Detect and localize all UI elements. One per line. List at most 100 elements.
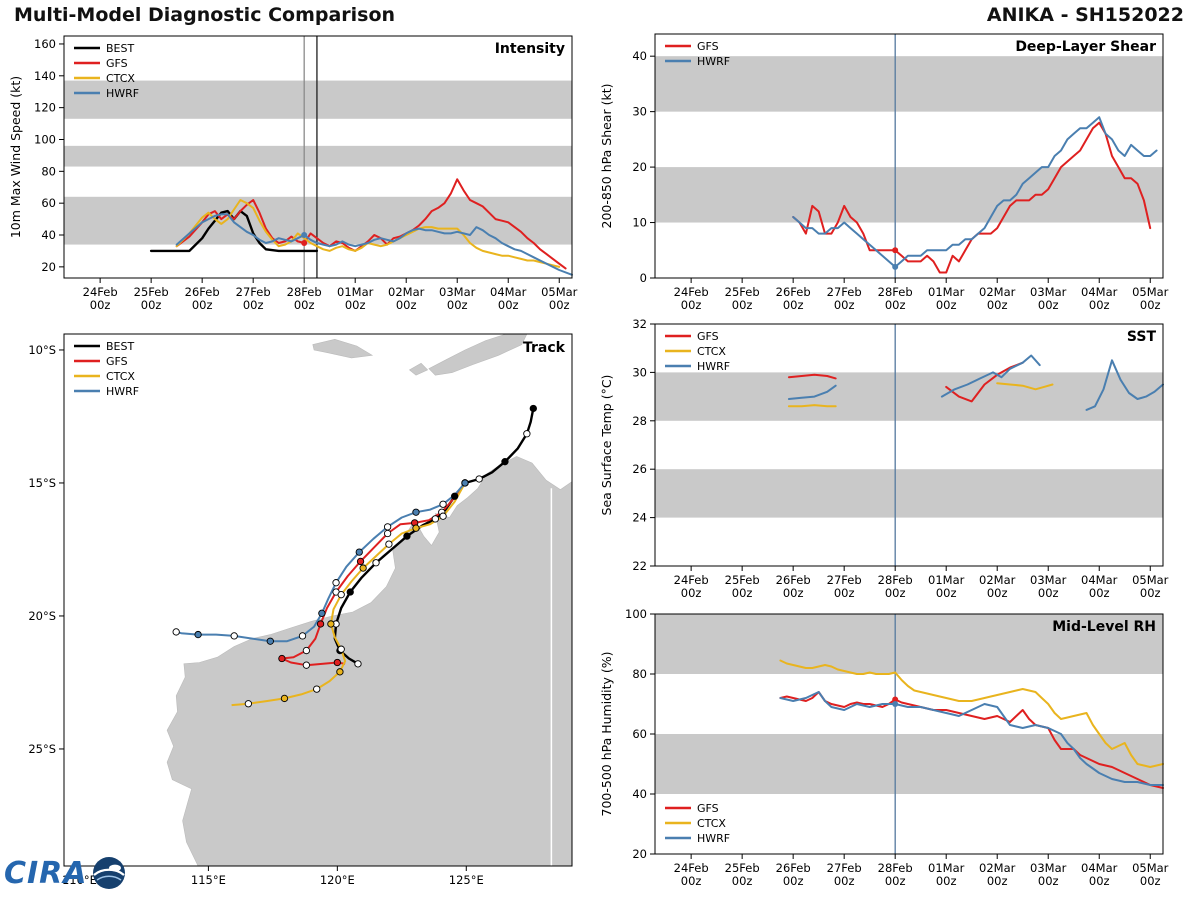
track-xtick-label: 115°E [191, 873, 226, 887]
track-marker-CTCX [385, 540, 393, 548]
rh-xtick-label: 00z [834, 874, 855, 888]
track-marker-CTCX [244, 700, 253, 708]
intensity-series-CTCX [175, 199, 561, 268]
sst-panel: 22 24 26 28 30 32 24Feb 00z 25Feb 00z 26Feb 00z 27Fe… [585, 317, 1200, 612]
intensity-xtick-label: 25Feb [134, 285, 169, 299]
track-marker-CTCX [412, 524, 420, 532]
sst-xtick-label: 00z [987, 586, 1008, 600]
track-chart: 110°E 115°E 120°E 125°E 10°S 15°S 20°S 25°S Trac… [28, 333, 573, 887]
sst-ylabel: Sea Surface Temp (°C) [599, 375, 614, 516]
intensity-xtick-label: 27Feb [236, 285, 271, 299]
track-marker-BEST [475, 475, 483, 483]
track-marker-HWRF [461, 479, 469, 487]
intensity-init-dot-GFS [301, 239, 308, 246]
rh-xtick-label: 00z [1140, 874, 1161, 888]
track-marker-HWRF [230, 632, 238, 640]
intensity-series-HWRF [175, 213, 573, 276]
track-frame [63, 333, 573, 867]
shear-xtick-label: 00z [681, 298, 702, 312]
sst-xtick-label: 04Mar [1081, 573, 1118, 587]
rh-series-GFS [779, 691, 1164, 789]
sst-xtick-label: 26Feb [776, 573, 811, 587]
sst-frame [654, 323, 1164, 567]
track-marker-HWRF [266, 637, 274, 645]
rh-xtick-label: 03Mar [1030, 861, 1067, 875]
track-marker-CTCX [336, 668, 344, 676]
sst-xtick-label: 02Mar [979, 573, 1016, 587]
intensity-xtick-label: 00z [498, 298, 519, 312]
track-xtick-label: 120°E [320, 873, 355, 887]
shear-frame [654, 33, 1164, 279]
shear-xtick-label: 00z [885, 298, 906, 312]
shear-panel: 0 10 20 30 40 24Feb 00z 25Feb 00z 26Feb 00z 27Feb 00… [585, 26, 1200, 324]
track-marker-HWRF [172, 628, 180, 636]
rh-ylabel: 700-500 hPa Humidity (%) [599, 651, 614, 816]
track-marker-GFS [333, 658, 341, 667]
cira-logo: CIRA [4, 854, 128, 892]
sst-ytick-label: 28 [632, 414, 647, 428]
shear-xtick-label: 00z [936, 298, 957, 312]
sst-band [655, 469, 1163, 518]
intensity-xtick-label: 00z [141, 298, 162, 312]
sst-series-CTCX [787, 404, 837, 408]
track-marker-BEST [431, 515, 439, 523]
intensity-xtick-label: 02Mar [388, 285, 425, 299]
track-legend-label-CTCX: CTCX [106, 370, 135, 383]
sst-series-CTCX [996, 382, 1054, 391]
sst-ytick-label: 32 [632, 318, 647, 331]
shear-xtick-label: 00z [834, 298, 855, 312]
rh-panel: 20 40 60 80 100 24Feb 00z 25Feb 00z 26Feb 00z 27Feb… [585, 607, 1200, 900]
shear-init-dot-GFS [892, 247, 899, 254]
rh-xtick-label: 00z [936, 874, 957, 888]
intensity-ytick-label: 100 [34, 132, 56, 146]
track-marker-BEST [354, 660, 362, 668]
track-legend-label-BEST: BEST [106, 340, 134, 353]
rh-band [655, 614, 1163, 674]
sst-xtick-label: 00z [681, 586, 702, 600]
track-marker-HWRF [318, 609, 326, 617]
track-marker-GFS [316, 620, 325, 628]
intensity-ytick-label: 80 [41, 164, 56, 178]
sst-legend-label-CTCX: CTCX [697, 345, 726, 358]
rh-chart: 2040608010024Feb00z25Feb00z26Feb00z27Feb… [599, 607, 1169, 888]
track-marker-CTCX [280, 694, 289, 703]
track-marker-CTCX [439, 512, 447, 520]
intensity-init-dot-HWRF [301, 232, 308, 239]
rh-series-HWRF [779, 691, 1164, 786]
sst-xtick-label: 01Mar [928, 573, 965, 587]
sst-series-GFS [787, 373, 837, 380]
track-marker-CTCX [337, 591, 345, 599]
intensity-xtick-label: 01Mar [337, 285, 374, 299]
track-marker-BEST [451, 492, 459, 500]
track-marker-HWRF [383, 523, 392, 531]
intensity-title: Intensity [495, 41, 565, 57]
sst-chart: 22242628303224Feb00z25Feb00z26Feb00z27Fe… [599, 317, 1169, 600]
sst-xtick-label: 00z [1038, 586, 1059, 600]
sst-xtick-label: 28Feb [878, 573, 913, 587]
map-area [166, 334, 572, 866]
sst-ytick-label: 24 [632, 511, 647, 525]
intensity-legend-label-BEST: BEST [106, 42, 134, 55]
intensity-ytick-label: 120 [34, 101, 56, 115]
intensity-panel: 20 40 60 80 100 120 140 160 24Feb 00z 25Feb 00z 26Fe… [0, 26, 585, 326]
intensity-xtick-label: 00z [294, 298, 315, 312]
sst-legend-label-HWRF: HWRF [697, 360, 730, 373]
rh-xtick-label: 24Feb [674, 861, 709, 875]
track-ytick-label: 25°S [28, 742, 56, 756]
rh-xtick-label: 26Feb [776, 861, 811, 875]
sst-legend-label-GFS: GFS [697, 330, 719, 343]
rh-ytick-label: 60 [632, 727, 647, 741]
rh-xtick-label: 05Mar [1132, 861, 1169, 875]
track-xtick-label: 110°E [62, 873, 97, 887]
track-marker-CTCX [313, 685, 321, 693]
shear-xtick-label: 03Mar [1030, 285, 1067, 299]
intensity-xtick-label: 24Feb [83, 285, 118, 299]
shear-xtick-label: 00z [783, 298, 804, 312]
intensity-xtick-label: 28Feb [287, 285, 322, 299]
track-marker-CTCX [327, 620, 335, 628]
shear-title: Deep-Layer Shear [1015, 39, 1156, 55]
rh-legend-label-CTCX: CTCX [697, 817, 726, 830]
rh-xtick-label: 00z [987, 874, 1008, 888]
track-marker-BEST [529, 404, 537, 413]
track-marker-BEST [372, 559, 380, 567]
